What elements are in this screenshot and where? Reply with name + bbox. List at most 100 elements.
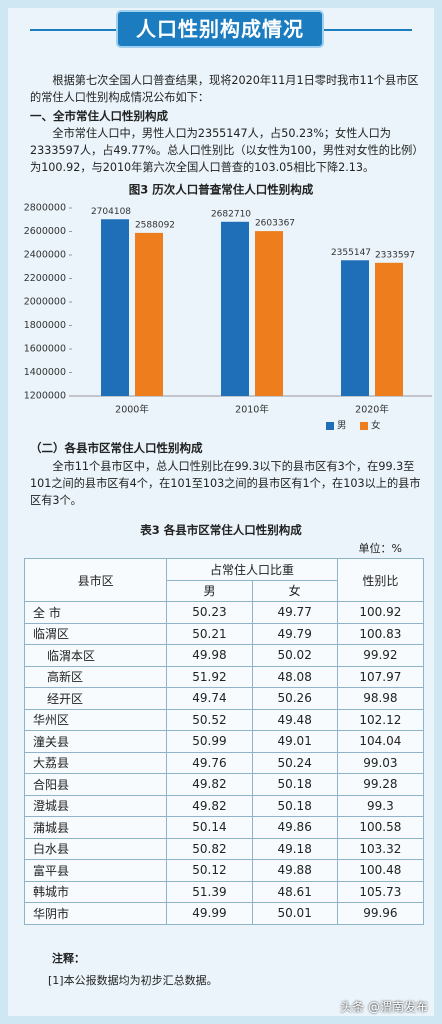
header-row: 县市区 占常住人口比重 性别比: [23, 558, 425, 602]
row-label: 潼关县: [23, 730, 168, 753]
y-tick-label: 1600000: [24, 344, 66, 355]
table-cell: 49.99: [166, 902, 253, 925]
row-label: 大荔县: [23, 751, 168, 774]
row-label: 蒲城县: [23, 816, 168, 839]
x-tick-label: 2000年: [115, 404, 149, 416]
table-cell: 107.97: [336, 665, 425, 688]
table-cell: 102.12: [336, 708, 425, 731]
table-cell: 50.24: [251, 751, 338, 774]
table-cell: 49.18: [251, 837, 338, 860]
watermark: 头条 @渭南发布: [340, 1000, 428, 1014]
table-cell: 100.92: [336, 601, 425, 624]
y-tick-label: 1200000: [24, 391, 66, 402]
table-title: 表3 各县市区常住人口性别构成: [140, 523, 302, 537]
banner-line: [30, 29, 116, 31]
bar: [101, 219, 129, 396]
header-cell: 性别比: [336, 558, 425, 602]
x-tick-label: 2010年: [235, 404, 269, 416]
row-label: 经开区: [23, 687, 168, 710]
table-cell: 51.39: [166, 880, 253, 903]
table-row: 韩城市 51.39 48.61 105.73: [23, 880, 425, 903]
y-tick-label: 2200000: [24, 273, 66, 284]
table-cell: 49.79: [251, 622, 338, 645]
row-label: 韩城市: [23, 880, 168, 903]
row-label: 澄城县: [23, 794, 168, 817]
table-cell: 99.03: [336, 751, 425, 774]
table-row: 澄城县 49.82 50.18 99.3: [23, 794, 425, 817]
paragraph: 全市常住人口中，男性人口为2355147人，占50.23%；女性人口为23335…: [30, 127, 424, 174]
table-row: 全 市 50.23 49.77 100.92: [23, 601, 425, 624]
table-row: 临渭区 50.21 49.79 100.83: [23, 622, 425, 645]
bar: [341, 260, 369, 396]
y-tick-label: 1400000: [24, 367, 66, 378]
table-row: 富平县 50.12 49.88 100.48: [23, 859, 425, 882]
value-label: 2682710: [211, 209, 251, 219]
table-row: 临渭本区 49.98 50.02 99.92: [23, 644, 425, 667]
note-heading: 注释：: [52, 952, 85, 965]
y-tick-label: 2800000: [24, 203, 66, 214]
bar: [221, 221, 249, 396]
banner-line: [324, 29, 412, 31]
table-cell: 49.98: [166, 644, 253, 667]
header-cell: 男: [166, 579, 253, 602]
row-label: 临渭区: [23, 622, 168, 645]
header-cell: 县市区: [23, 558, 168, 602]
table-row: 潼关县 50.99 49.01 104.04: [23, 730, 425, 753]
y-tick-label: 2400000: [24, 250, 66, 261]
table-cell: 49.82: [166, 794, 253, 817]
table-cell: 49.82: [166, 773, 253, 796]
table-cell: 99.96: [336, 902, 425, 925]
value-label: 2588092: [135, 220, 175, 230]
table-cell: 100.83: [336, 622, 425, 645]
bar: [135, 232, 163, 396]
table-cell: 49.88: [251, 859, 338, 882]
section-heading: （二）各县市区常住人口性别构成: [30, 441, 203, 455]
row-label: 白水县: [23, 837, 168, 860]
table-cell: 105.73: [336, 880, 425, 903]
x-tick-label: 2020年: [355, 404, 389, 416]
chart-title: 图3 历次人口普查常住人口性别构成: [129, 183, 314, 197]
section-heading: 一、全市常住人口性别构成: [30, 109, 168, 123]
bar: [375, 262, 403, 396]
table-cell: 99.3: [336, 794, 425, 817]
table-cell: 50.18: [251, 794, 338, 817]
table-cell: 50.02: [251, 644, 338, 667]
table-cell: 50.01: [251, 902, 338, 925]
table-cell: 50.12: [166, 859, 253, 882]
bar: [255, 231, 283, 396]
row-label: 临渭本区: [23, 644, 168, 667]
table-cell: 49.74: [166, 687, 253, 710]
paragraph: 全市11个县市区中，总人口性别比在99.3以下的县市区有3个，在99.3至101…: [30, 460, 421, 507]
table-cell: 50.82: [166, 837, 253, 860]
table-row: 经开区 49.74 50.26 98.98: [23, 687, 425, 710]
table-cell: 50.21: [166, 622, 253, 645]
page-title: 人口性别构成情况: [118, 12, 322, 46]
legend-label: 女: [371, 420, 381, 431]
table-cell: 98.98: [336, 687, 425, 710]
table: 县市区 占常住人口比重 性别比 男 女 全 市 50.23 49.77 100.92 临…: [23, 558, 425, 925]
table-cell: 100.48: [336, 859, 425, 882]
table-row: 华州区 50.52 49.48 102.12: [23, 708, 425, 731]
legend-swatch: [326, 422, 334, 430]
table-cell: 51.92: [166, 665, 253, 688]
value-label: 2333597: [375, 250, 415, 260]
value-label: 2355147: [331, 248, 371, 258]
row-label: 高新区: [23, 665, 168, 688]
row-label: 华州区: [23, 708, 168, 731]
y-tick-label: 2000000: [24, 297, 66, 308]
table-row: 高新区 51.92 48.08 107.97: [23, 665, 425, 688]
table-cell: 50.18: [251, 773, 338, 796]
header-cell: 女: [251, 579, 338, 602]
table-row: 华阴市 49.99 50.01 99.96: [23, 902, 425, 925]
table-cell: 99.92: [336, 644, 425, 667]
table-cell: 50.52: [166, 708, 253, 731]
table-cell: 49.77: [251, 601, 338, 624]
row-label: 富平县: [23, 859, 168, 882]
value-label: 2603367: [255, 219, 295, 229]
table-cell: 48.08: [251, 665, 338, 688]
value-label: 2704108: [91, 207, 131, 217]
y-tick-label: 2600000: [24, 226, 66, 237]
table-cell: 49.01: [251, 730, 338, 753]
